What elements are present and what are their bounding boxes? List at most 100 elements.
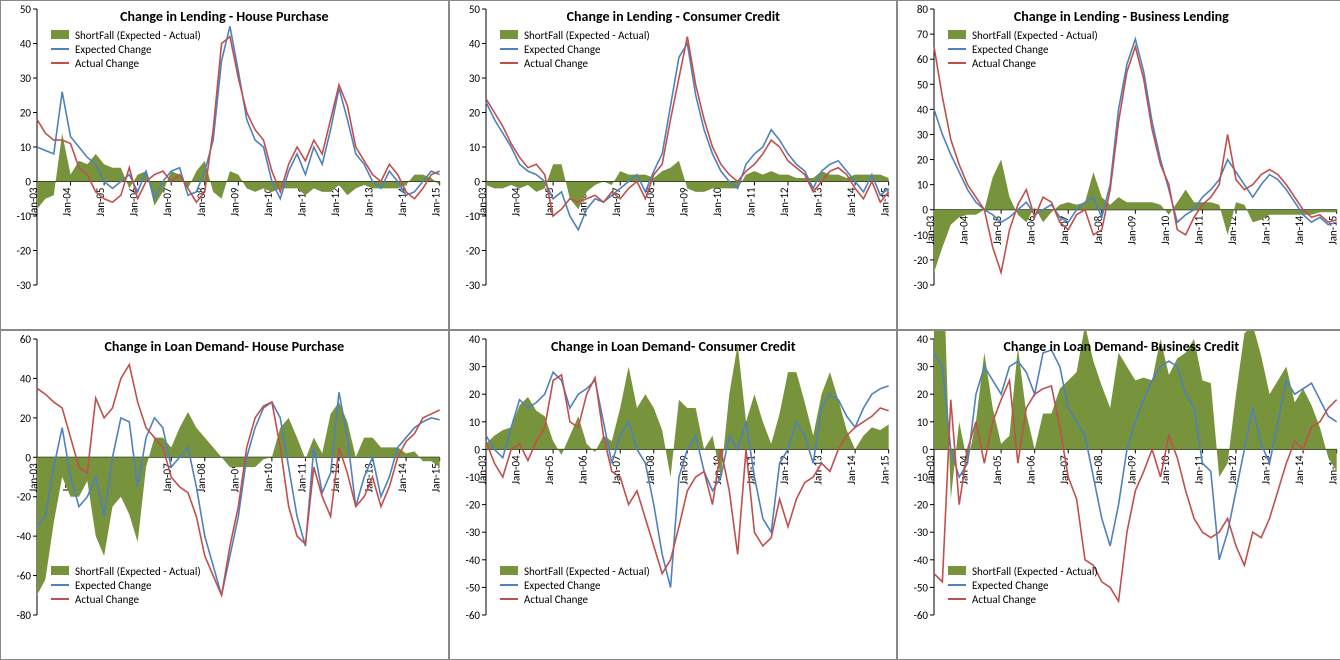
y-tick-label: 10 <box>469 416 481 429</box>
legend-swatch-shortfall <box>51 30 69 39</box>
legend-label-expected: Expected Change <box>972 579 1049 592</box>
x-tick-label: Jan-06 <box>576 455 589 484</box>
x-tick-label: Jan-10 <box>262 463 275 492</box>
y-tick-label: -80 <box>16 609 31 622</box>
x-tick-label: Jan-03 <box>476 187 489 216</box>
legend-label-shortfall: ShortFall (Expected - Actual) <box>524 565 650 578</box>
x-tick-label: Jan-09 <box>228 187 241 216</box>
x-tick-label: Jan-11 <box>744 187 757 216</box>
x-tick-label: Jan-11 <box>295 463 308 492</box>
y-tick-label: 50 <box>20 3 32 16</box>
legend-label-expected: Expected Change <box>75 579 152 592</box>
x-tick-label: Jan-14 <box>1293 455 1306 484</box>
legend-label-shortfall: ShortFall (Expected - Actual) <box>972 565 1098 578</box>
x-tick-label: Jan-09 <box>1126 455 1139 484</box>
y-tick-label: 50 <box>917 78 929 91</box>
x-tick-label: Jan-13 <box>363 187 376 216</box>
legend-label-actual: Actual Change <box>972 593 1036 606</box>
legend-label-shortfall: ShortFall (Expected - Actual) <box>75 565 201 578</box>
y-tick-label: -20 <box>914 254 929 267</box>
y-tick-label: 40 <box>469 38 481 51</box>
x-tick-label: Jan-04 <box>509 187 522 216</box>
legend-swatch-shortfall <box>948 566 966 575</box>
y-tick-label: -30 <box>465 279 480 292</box>
x-tick-label: Jan-14 <box>845 187 858 216</box>
legend-label-expected: Expected Change <box>524 579 601 592</box>
y-tick-label: 0 <box>474 175 480 188</box>
legend-swatch-shortfall <box>51 566 69 575</box>
y-tick-label: -40 <box>465 554 480 567</box>
y-tick-label: 10 <box>917 179 929 192</box>
x-tick-label: Jan-05 <box>543 455 556 484</box>
x-tick-label: Jan-09 <box>677 187 690 216</box>
y-tick-label: 30 <box>469 361 481 374</box>
x-tick-label: Jan-11 <box>1193 215 1206 244</box>
legend-label-expected: Expected Change <box>75 43 152 56</box>
x-tick-label: Jan-08 <box>1092 215 1105 244</box>
x-tick-label: Jan-12 <box>778 455 791 484</box>
x-tick-label: Jan-10 <box>711 187 724 216</box>
chart-title: Change in Loan Demand- Business Credit <box>1004 338 1240 355</box>
y-tick-label: -30 <box>914 279 929 292</box>
x-tick-label: Jan-09 <box>228 463 241 492</box>
legend-label-actual: Actual Change <box>75 57 139 70</box>
chart-title: Change in Loan Demand- Consumer Credit <box>551 338 796 355</box>
chart-panel-4: -60-50-40-30-20-10010203040Jan-03Jan-04J… <box>449 330 898 660</box>
y-tick-label: -30 <box>465 526 480 539</box>
y-tick-label: -30 <box>914 526 929 539</box>
y-tick-label: 0 <box>923 443 929 456</box>
legend-label-shortfall: ShortFall (Expected - Actual) <box>75 29 201 42</box>
x-tick-label: Jan-04 <box>61 187 74 216</box>
x-tick-label: Jan-04 <box>509 455 522 484</box>
chart-title: Change in Loan Demand- House Purchase <box>104 338 344 355</box>
x-tick-label: Jan-15 <box>430 463 443 492</box>
chart-grid: -30-20-1001020304050Jan-03Jan-04Jan-05Ja… <box>0 0 1340 656</box>
y-tick-label: -40 <box>16 530 31 543</box>
y-tick-label: 20 <box>469 107 481 120</box>
y-tick-label: -20 <box>465 244 480 257</box>
y-tick-label: -50 <box>465 581 480 594</box>
chart-panel-1: -30-20-1001020304050Jan-03Jan-04Jan-05Ja… <box>449 0 898 330</box>
y-tick-label: 50 <box>469 3 481 16</box>
legend-label-actual: Actual Change <box>524 57 588 70</box>
y-tick-label: 20 <box>20 412 32 425</box>
legend-swatch-shortfall <box>500 30 518 39</box>
y-tick-label: 20 <box>20 107 32 120</box>
x-tick-label: Jan-09 <box>1126 215 1139 244</box>
chart-panel-3: -80-60-40-200204060Jan-03Jan-04Jan-05Jan… <box>0 330 449 660</box>
y-tick-label: 30 <box>469 72 481 85</box>
x-tick-label: Jan-14 <box>396 187 409 216</box>
x-tick-label: Jan-06 <box>1025 455 1038 484</box>
chart-panel-5: -60-50-40-30-20-10010203040Jan-03Jan-04J… <box>897 330 1340 660</box>
x-tick-label: Jan-06 <box>128 187 141 216</box>
y-tick-label: 60 <box>20 333 32 346</box>
x-tick-label: Jan-10 <box>1159 455 1172 484</box>
x-tick-label: Jan-14 <box>396 463 409 492</box>
y-tick-label: -20 <box>16 244 31 257</box>
legend-label-actual: Actual Change <box>972 57 1036 70</box>
y-tick-label: 30 <box>20 72 32 85</box>
x-tick-label: Jan-03 <box>924 455 937 484</box>
y-tick-label: 60 <box>917 53 929 66</box>
y-tick-label: 40 <box>469 333 481 346</box>
y-tick-label: -20 <box>914 499 929 512</box>
x-tick-label: Jan-13 <box>1260 215 1273 244</box>
x-tick-label: Jan-08 <box>643 455 656 484</box>
y-tick-label: 10 <box>917 416 929 429</box>
legend-swatch-shortfall <box>948 30 966 39</box>
y-tick-label: 10 <box>469 141 481 154</box>
chart-panel-0: -30-20-1001020304050Jan-03Jan-04Jan-05Ja… <box>0 0 449 330</box>
x-tick-label: Jan-04 <box>958 215 971 244</box>
x-tick-label: Jan-14 <box>845 455 858 484</box>
y-tick-label: 20 <box>469 388 481 401</box>
y-tick-label: 0 <box>923 204 929 217</box>
y-tick-label: 30 <box>917 361 929 374</box>
legend-label-shortfall: ShortFall (Expected - Actual) <box>972 29 1098 42</box>
x-tick-label: Jan-15 <box>430 187 443 216</box>
x-tick-label: Jan-07 <box>161 187 174 216</box>
x-tick-label: Jan-03 <box>476 455 489 484</box>
y-tick-label: 0 <box>25 451 31 464</box>
x-tick-label: Jan-05 <box>991 455 1004 484</box>
y-tick-label: -60 <box>465 609 480 622</box>
chart-title: Change in Lending - Consumer Credit <box>566 8 779 25</box>
